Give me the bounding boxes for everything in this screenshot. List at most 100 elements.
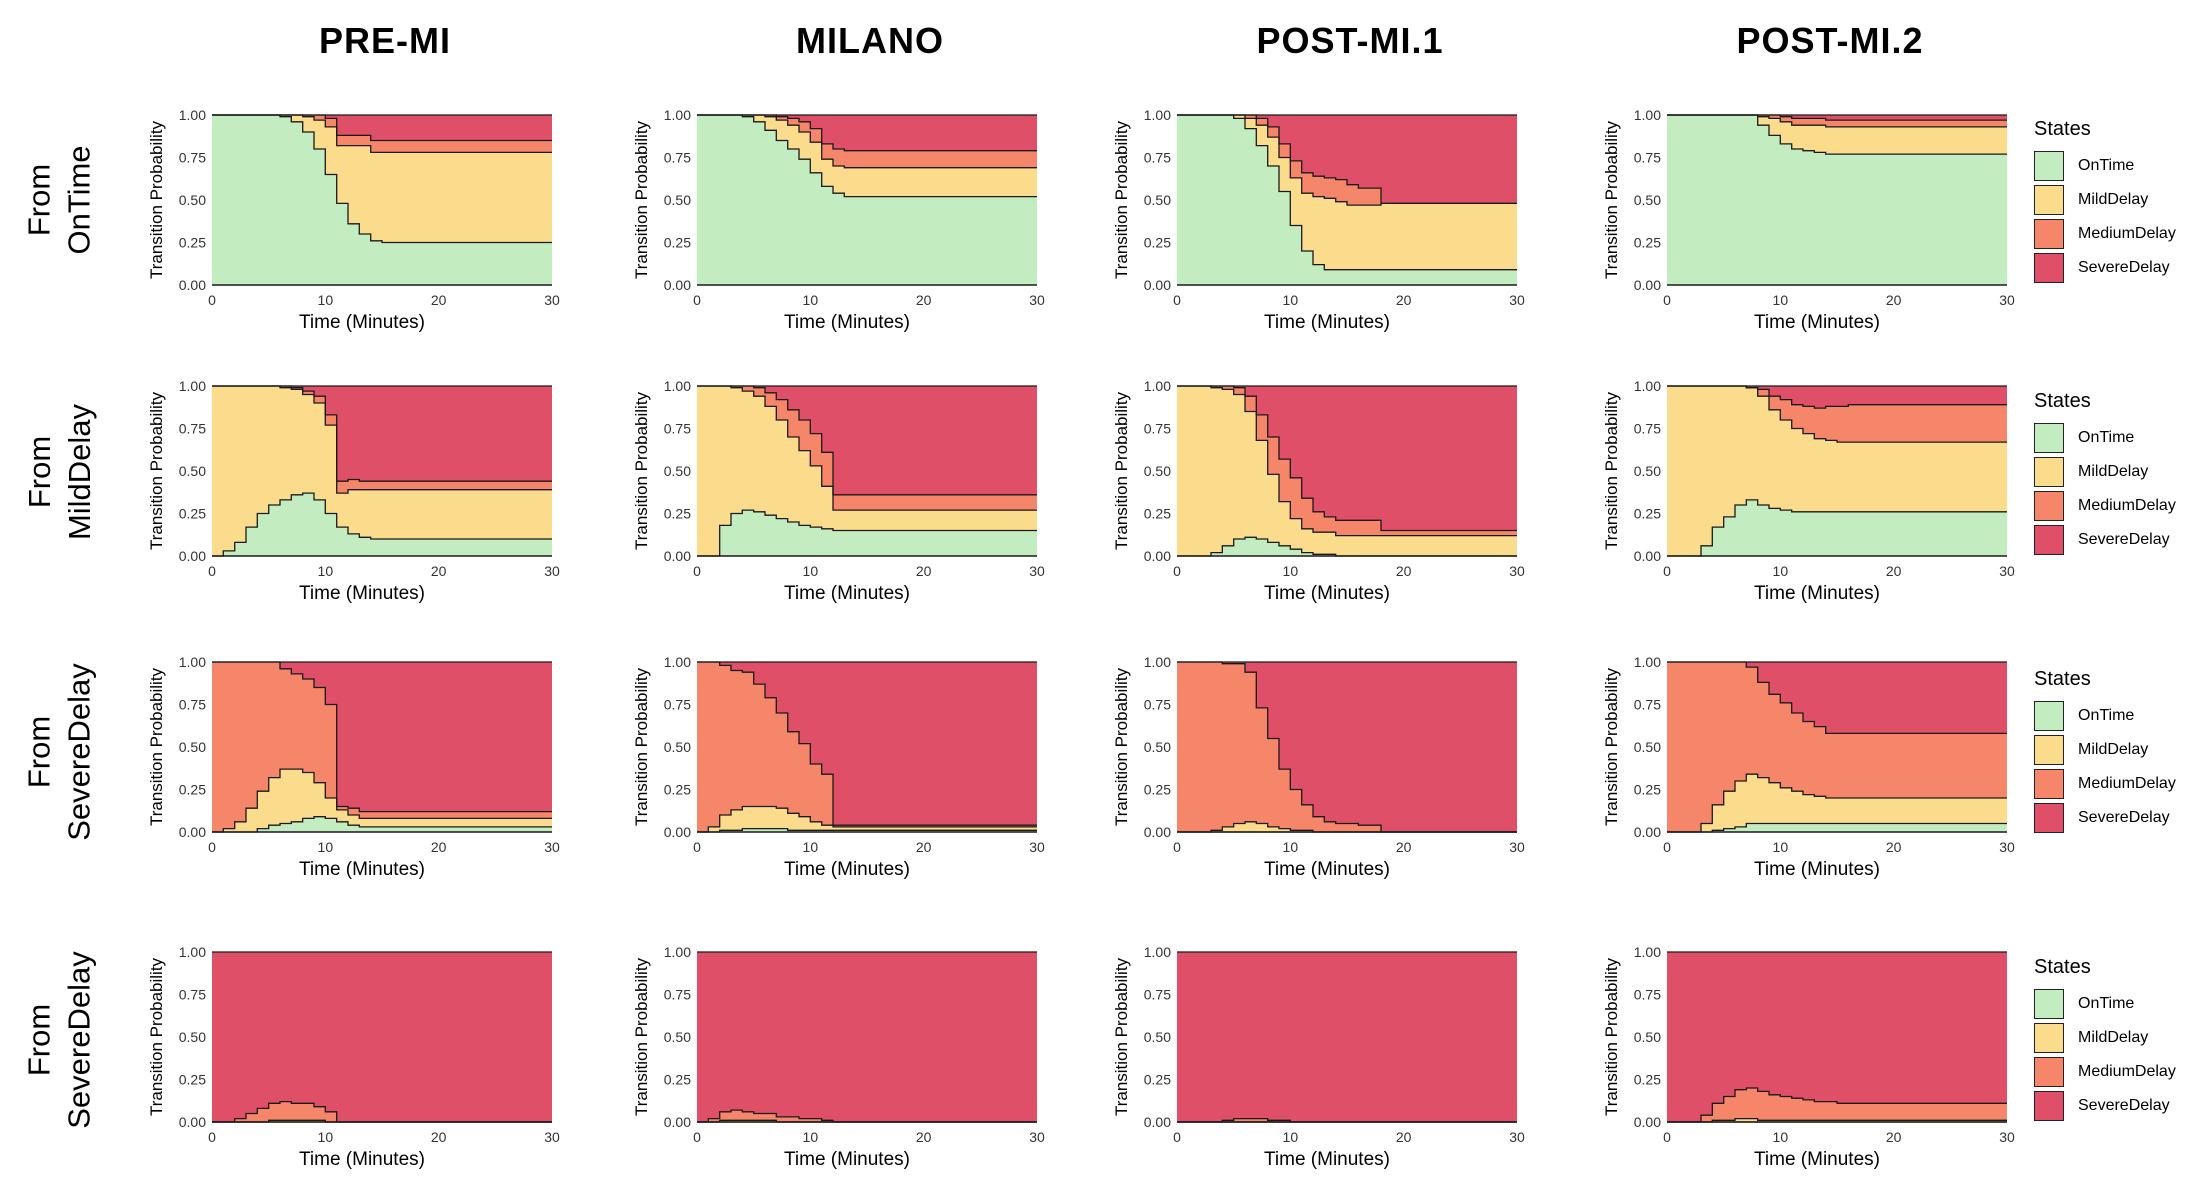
x-tick-label: 10: [1283, 563, 1299, 579]
x-tick-label: 20: [1396, 1129, 1412, 1145]
legend-swatch-mediumdelay: [2034, 491, 2064, 521]
y-axis-label: Transition Probability: [1112, 957, 1131, 1116]
column-title-milano: MILANO: [796, 20, 944, 61]
x-tick-label: 0: [693, 292, 701, 308]
x-tick-label: 10: [318, 563, 334, 579]
y-tick-label: 0.25: [1144, 1072, 1171, 1088]
panel-post-mi-2-row-1: 0.00 0.25 0.50 0.75 1.00 0 10 20 30 Time (Minutes…: [1602, 378, 2015, 604]
x-tick-label: 20: [1886, 839, 1902, 855]
x-tick-label: 10: [803, 839, 819, 855]
x-tick-label: 30: [1029, 1129, 1045, 1145]
x-tick-label: 20: [916, 1129, 932, 1145]
y-tick-label: 0.75: [1144, 150, 1171, 166]
x-tick-label: 20: [1396, 563, 1412, 579]
row-label-0-line1: From: [22, 163, 57, 237]
area-mediumdelay: [212, 115, 552, 153]
x-tick-label: 0: [208, 1129, 216, 1145]
x-tick-label: 0: [693, 1129, 701, 1145]
legend-item-mediumdelay: MediumDelay: [2034, 1055, 2204, 1089]
panel-pre-mi-row-2: 0.00 0.25 0.50 0.75 1.00 0 10 20 30 Time (Minutes…: [147, 654, 560, 880]
area-milddelay: [1177, 115, 1517, 270]
legend-item-severedelay: SevereDelay: [2034, 1089, 2204, 1123]
x-tick-label: 30: [1029, 839, 1045, 855]
y-axis-label: Transition Probability: [1602, 667, 1621, 826]
y-tick-label: 0.25: [179, 235, 206, 251]
legend-item-severedelay: SevereDelay: [2034, 251, 2204, 285]
boundary-line-3: [697, 661, 1037, 826]
x-tick-label: 30: [544, 292, 560, 308]
x-tick-label: 20: [431, 292, 447, 308]
boundary-line-1: [212, 816, 552, 833]
legend-swatch-severedelay: [2034, 803, 2064, 833]
legend-label: OnTime: [2078, 157, 2135, 174]
legend-item-milddelay: MildDelay: [2034, 733, 2204, 767]
y-tick-label: 0.75: [1144, 421, 1171, 437]
boundary-line-1: [697, 509, 1037, 557]
y-axis-label: Transition Probability: [1602, 120, 1621, 279]
x-axis-label: Time (Minutes): [299, 1149, 425, 1170]
y-axis-label: Transition Probability: [1112, 667, 1131, 826]
x-tick-label: 20: [431, 839, 447, 855]
y-tick-label: 0.25: [1144, 235, 1171, 251]
y-tick-label: 0.75: [664, 697, 691, 713]
y-tick-label: 0.50: [664, 463, 691, 479]
x-tick-label: 10: [1773, 1129, 1789, 1145]
legend-row-1: States OnTime MildDelay MediumDelay Seve…: [2034, 390, 2204, 557]
legend-label: MediumDelay: [2078, 497, 2176, 514]
panel-milano-row-3: 0.00 0.25 0.50 0.75 1.00 0 10 20 30 Time (Minutes…: [632, 944, 1045, 1170]
x-tick-label: 20: [1886, 563, 1902, 579]
x-tick-label: 20: [431, 1129, 447, 1145]
x-tick-label: 10: [1283, 839, 1299, 855]
y-tick-label: 0.50: [179, 463, 206, 479]
legend-item-mediumdelay: MediumDelay: [2034, 767, 2204, 801]
legend-item-ontime: OnTime: [2034, 149, 2204, 183]
x-tick-label: 10: [1283, 1129, 1299, 1145]
panel-pre-mi-row-3: 0.00 0.25 0.50 0.75 1.00 0 10 20 30 Time (Minutes…: [147, 944, 560, 1170]
x-tick-label: 30: [1999, 1129, 2015, 1145]
area-mediumdelay: [697, 115, 1037, 168]
y-tick-label: 1.00: [179, 654, 206, 670]
y-axis-label: Transition Probability: [632, 957, 651, 1116]
legend-label: MildDelay: [2078, 191, 2149, 208]
area-milddelay: [1177, 821, 1517, 832]
area-mediumdelay: [1667, 386, 2007, 443]
y-tick-label: 0.75: [664, 987, 691, 1003]
legend-label: SevereDelay: [2078, 259, 2170, 276]
legend-item-ontime: OnTime: [2034, 699, 2204, 733]
legend-swatch-ontime: [2034, 151, 2064, 181]
column-title-pre-mi: PRE-MI: [319, 20, 451, 61]
area-severedelay: [1667, 952, 2007, 1122]
row-label-3-line1: From: [22, 1003, 58, 1077]
panel-post-mi-1-row-0: 0.00 0.25 0.50 0.75 1.00 0 10 20 30 Time (Minutes…: [1112, 107, 1525, 333]
y-tick-label: 0.00: [1634, 277, 1661, 293]
y-axis-label: Transition Probability: [632, 391, 651, 550]
x-tick-label: 20: [431, 563, 447, 579]
x-tick-label: 30: [1509, 563, 1525, 579]
y-tick-label: 0.25: [1634, 782, 1661, 798]
area-milddelay: [697, 115, 1037, 197]
x-tick-label: 30: [1999, 563, 2015, 579]
y-tick-label: 0.25: [664, 506, 691, 522]
y-tick-label: 0.25: [664, 1072, 691, 1088]
area-mediumdelay: [1177, 115, 1517, 206]
x-axis-label: Time (Minutes): [1754, 1149, 1880, 1170]
x-tick-label: 20: [1886, 292, 1902, 308]
y-tick-label: 0.00: [1634, 824, 1661, 840]
legend-swatch-mediumdelay: [2034, 769, 2064, 799]
area-severedelay: [1667, 386, 2007, 409]
boundary-line-1: [697, 114, 1037, 198]
y-tick-label: 0.00: [179, 824, 206, 840]
area-mediumdelay: [697, 386, 1037, 511]
y-tick-label: 0.50: [664, 192, 691, 208]
legend-label: MildDelay: [2078, 1029, 2149, 1046]
boundary-line-2: [697, 385, 1037, 511]
y-tick-label: 0.50: [1634, 1029, 1661, 1045]
x-tick-label: 0: [208, 839, 216, 855]
legend-label: OnTime: [2078, 429, 2135, 446]
area-severedelay: [1177, 952, 1517, 1122]
y-axis-label: Transition Probability: [632, 667, 651, 826]
area-milddelay: [1667, 1118, 2007, 1122]
y-tick-label: 0.00: [1144, 548, 1171, 564]
x-tick-label: 30: [544, 563, 560, 579]
legend-label: SevereDelay: [2078, 809, 2170, 826]
